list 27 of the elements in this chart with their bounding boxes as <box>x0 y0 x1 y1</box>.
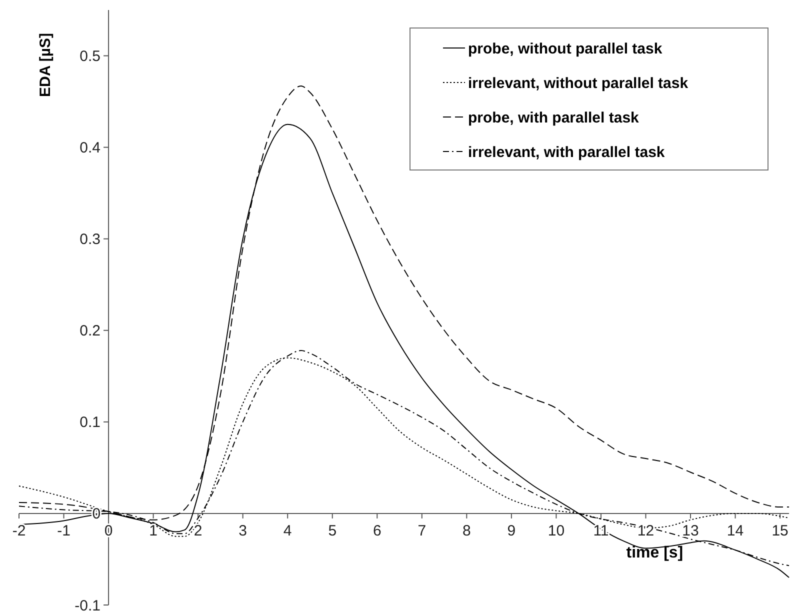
x-tick-label: 4 <box>283 522 292 540</box>
x-tick-label: 1 <box>149 522 158 540</box>
x-tick-label: 3 <box>238 522 248 540</box>
y-tick-label: 0.5 <box>80 48 101 66</box>
x-tick-label: 2 <box>194 522 202 540</box>
x-axis-title: time [s] <box>626 544 684 562</box>
x-tick-label: 10 <box>548 522 565 540</box>
x-tick-label: 5 <box>328 522 337 540</box>
legend-label: probe, without parallel task <box>468 40 663 58</box>
y-axis-title: EDA [µS] <box>37 33 54 97</box>
x-tick-label: 9 <box>507 522 516 540</box>
y-tick-label: 0.3 <box>80 231 101 248</box>
legend-label: irrelevant, without parallel task <box>468 74 689 92</box>
legend-label: probe, with parallel task <box>468 109 640 126</box>
y-tick-label: 0.4 <box>80 140 101 157</box>
x-tick-label: -1 <box>57 522 70 540</box>
x-tick-label: 13 <box>682 522 699 540</box>
x-tick-label: 7 <box>418 522 426 540</box>
x-tick-label: 8 <box>462 522 471 540</box>
x-tick-label: 14 <box>726 522 744 540</box>
x-tick-label: 6 <box>372 522 382 540</box>
x-tick-label: -2 <box>12 522 26 540</box>
y-tick-label: 0.2 <box>80 322 101 340</box>
legend-label: irrelevant, with parallel task <box>468 144 666 161</box>
x-tick-label: 15 <box>772 522 788 540</box>
y-tick-label: -0.1 <box>74 597 101 612</box>
y-tick-label: 0.1 <box>80 414 101 432</box>
